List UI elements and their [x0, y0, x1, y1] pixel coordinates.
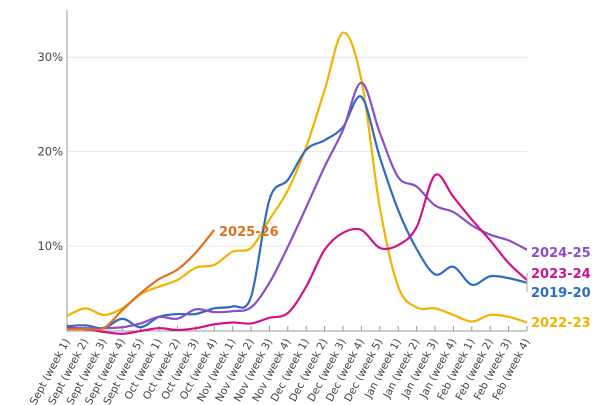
- series-label-2024-25: 2024-25: [531, 246, 591, 261]
- y-tick-label: 10%: [37, 239, 63, 253]
- series-label-2023-24: 2023-24: [531, 267, 591, 282]
- series-label-2019-20: 2019-20: [531, 286, 591, 301]
- series-line-2023-24: [66, 173, 528, 335]
- series-line-2024-25: [67, 81, 528, 330]
- series-label-2025-26: 2025-26: [219, 225, 279, 240]
- series-label-2022-23: 2022-23: [531, 316, 591, 331]
- series-line-2019-20: [66, 95, 528, 330]
- series-line-2022-23: [66, 31, 528, 324]
- y-tick-label: 20%: [37, 145, 63, 159]
- series-line-2025-26: [66, 229, 216, 331]
- y-tick-label: 30%: [37, 50, 63, 64]
